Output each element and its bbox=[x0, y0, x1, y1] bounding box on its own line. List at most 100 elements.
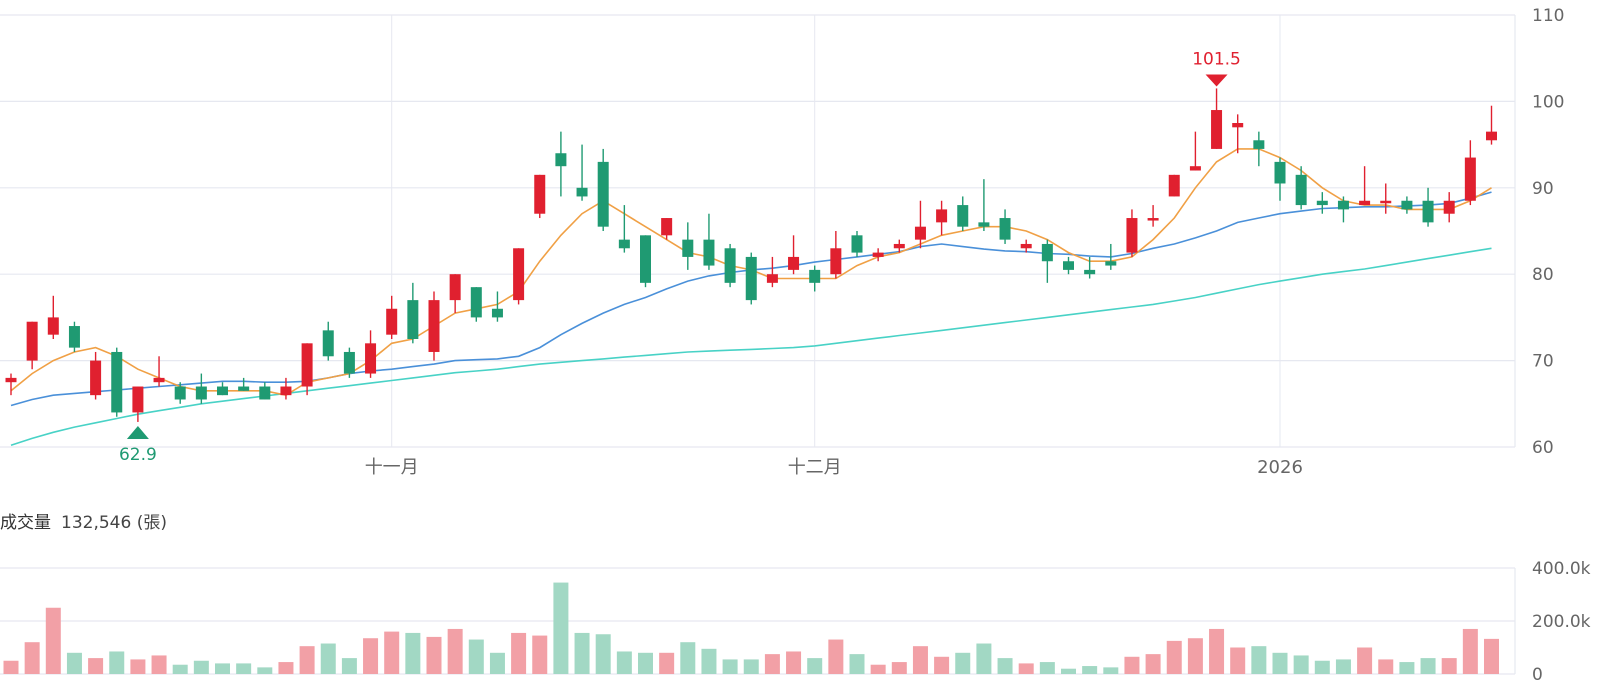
candle-body bbox=[745, 256, 757, 301]
candle bbox=[724, 243, 736, 288]
low-label: 62.9 bbox=[119, 445, 157, 465]
candle bbox=[153, 356, 165, 387]
candle-body bbox=[1422, 200, 1434, 223]
volume-bar bbox=[1166, 640, 1182, 674]
candle-body bbox=[68, 326, 80, 348]
candle-body bbox=[238, 386, 250, 391]
candle-body bbox=[1063, 261, 1074, 270]
volume-bar bbox=[1145, 654, 1161, 674]
candle bbox=[576, 144, 588, 201]
candle bbox=[68, 321, 80, 352]
candle-body bbox=[1253, 140, 1265, 149]
candle bbox=[1316, 192, 1328, 214]
candle-body bbox=[1168, 174, 1180, 197]
candle-body bbox=[407, 300, 419, 339]
candle bbox=[322, 321, 334, 361]
y-tick-label: 70 bbox=[1532, 352, 1554, 372]
candle bbox=[1337, 196, 1349, 223]
candle bbox=[428, 291, 440, 361]
candle bbox=[111, 347, 123, 417]
volume-bar bbox=[1230, 647, 1246, 674]
volume-bar bbox=[870, 664, 886, 674]
candle-body bbox=[1443, 200, 1455, 214]
candle bbox=[1041, 239, 1053, 283]
volume-bar bbox=[828, 639, 844, 674]
candle bbox=[1105, 243, 1117, 270]
candle bbox=[1274, 157, 1286, 201]
high-marker bbox=[1205, 74, 1228, 87]
volume-bar bbox=[3, 660, 19, 674]
candle-body bbox=[555, 153, 567, 167]
candle-body bbox=[322, 330, 334, 357]
volume-bar bbox=[1251, 646, 1267, 674]
volume-bar bbox=[574, 632, 590, 674]
candle bbox=[1020, 239, 1032, 253]
volume-bar bbox=[912, 646, 928, 674]
candle-body bbox=[766, 274, 778, 283]
candle bbox=[1063, 256, 1074, 275]
candle-body bbox=[1041, 243, 1053, 262]
candle bbox=[1147, 205, 1159, 227]
price-grid: 110 100 90 80 70 60 十一月 十二月 2026 bbox=[0, 6, 1564, 478]
candle-body bbox=[449, 274, 461, 301]
volume-bar bbox=[680, 642, 696, 674]
candle-body bbox=[47, 317, 59, 335]
candle-body bbox=[703, 239, 715, 266]
candle-body bbox=[153, 377, 165, 383]
candle-body bbox=[576, 187, 588, 197]
volume-bar bbox=[426, 636, 442, 674]
candle-body bbox=[386, 308, 398, 335]
candle-body bbox=[1189, 166, 1201, 171]
volume-bar bbox=[1314, 660, 1330, 674]
candle bbox=[1380, 183, 1392, 214]
candle bbox=[957, 196, 969, 231]
candle bbox=[640, 235, 651, 288]
candle-body bbox=[259, 386, 271, 400]
candle bbox=[1211, 88, 1223, 149]
candle bbox=[1253, 131, 1265, 167]
volume-bar bbox=[511, 632, 527, 674]
candle-body bbox=[280, 386, 292, 396]
volume-bar bbox=[638, 652, 653, 674]
candle-body bbox=[1464, 157, 1476, 201]
y-tick-label: 100 bbox=[1532, 92, 1564, 112]
candle bbox=[513, 248, 525, 305]
candle-body bbox=[365, 343, 377, 374]
high-label: 101.5 bbox=[1192, 49, 1241, 69]
candle bbox=[999, 209, 1011, 244]
volume-bar bbox=[891, 662, 907, 674]
volume-bar bbox=[1441, 658, 1457, 674]
candle-body bbox=[661, 218, 673, 236]
candle bbox=[26, 321, 38, 370]
candle-body bbox=[1380, 200, 1392, 204]
volume-bar bbox=[807, 658, 823, 674]
candle bbox=[1359, 166, 1371, 206]
volume-panel: 400.0k 200.0k 0 bbox=[0, 559, 1591, 685]
candle-body bbox=[301, 343, 313, 387]
volume-bar bbox=[1272, 652, 1288, 674]
candle bbox=[195, 373, 207, 404]
candle bbox=[491, 291, 503, 322]
candle bbox=[90, 351, 102, 400]
volume-tick-label: 400.0k bbox=[1532, 559, 1591, 579]
candle-body bbox=[830, 248, 842, 275]
volume-bar bbox=[1484, 638, 1499, 674]
volume-bar bbox=[66, 652, 82, 674]
candle bbox=[449, 274, 461, 314]
volume-bar bbox=[405, 632, 421, 674]
candle-body bbox=[1401, 200, 1413, 210]
y-tick-label: 110 bbox=[1532, 6, 1564, 26]
volume-bar bbox=[997, 658, 1013, 674]
volume-bar bbox=[1399, 662, 1415, 674]
volume-bar bbox=[151, 655, 167, 674]
candle-body bbox=[1232, 123, 1244, 128]
ma-long-line bbox=[10, 247, 1492, 447]
candle-body bbox=[1020, 243, 1032, 249]
candle-body bbox=[111, 351, 123, 413]
candle-body bbox=[1105, 261, 1117, 266]
volume-bar bbox=[1039, 662, 1055, 674]
candle bbox=[597, 148, 609, 231]
candle-body bbox=[724, 248, 736, 283]
candle bbox=[1189, 131, 1201, 171]
candles bbox=[5, 88, 1497, 422]
